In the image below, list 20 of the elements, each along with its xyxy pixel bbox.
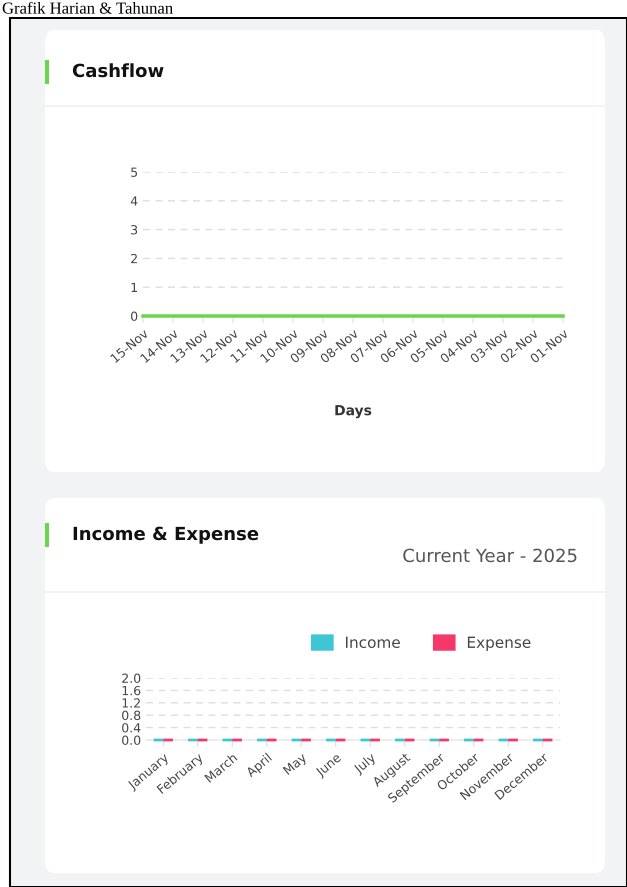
y-tick-label: 0.0 xyxy=(122,735,140,745)
y-tick-label: 4 xyxy=(130,196,138,206)
x-axis-title: Days xyxy=(335,405,372,418)
text: Grafik Harian & Tahunan xyxy=(2,2,173,14)
y-tick-label: 3 xyxy=(131,225,138,235)
y-tick-label: 0.4 xyxy=(122,723,140,733)
x-tick-label: May xyxy=(282,752,309,777)
y-tick-label: 2.0 xyxy=(122,673,140,683)
y-tick-label: 2 xyxy=(131,254,137,264)
y-tick-label: 0 xyxy=(131,311,138,321)
y-tick-label: 1.2 xyxy=(122,698,140,708)
legend-label: Expense xyxy=(468,636,530,651)
chart-subtitle: Current Year - 2025 xyxy=(403,548,576,562)
y-tick-label: 1 xyxy=(132,282,137,292)
legend-label: Income xyxy=(346,636,400,648)
chart-title: Cashflow xyxy=(72,63,164,78)
y-tick-label: 5 xyxy=(131,168,138,177)
y-tick-label: 0.8 xyxy=(122,710,140,720)
y-tick-label: 1.6 xyxy=(122,686,140,696)
chart-title: Income & Expense xyxy=(74,526,258,544)
